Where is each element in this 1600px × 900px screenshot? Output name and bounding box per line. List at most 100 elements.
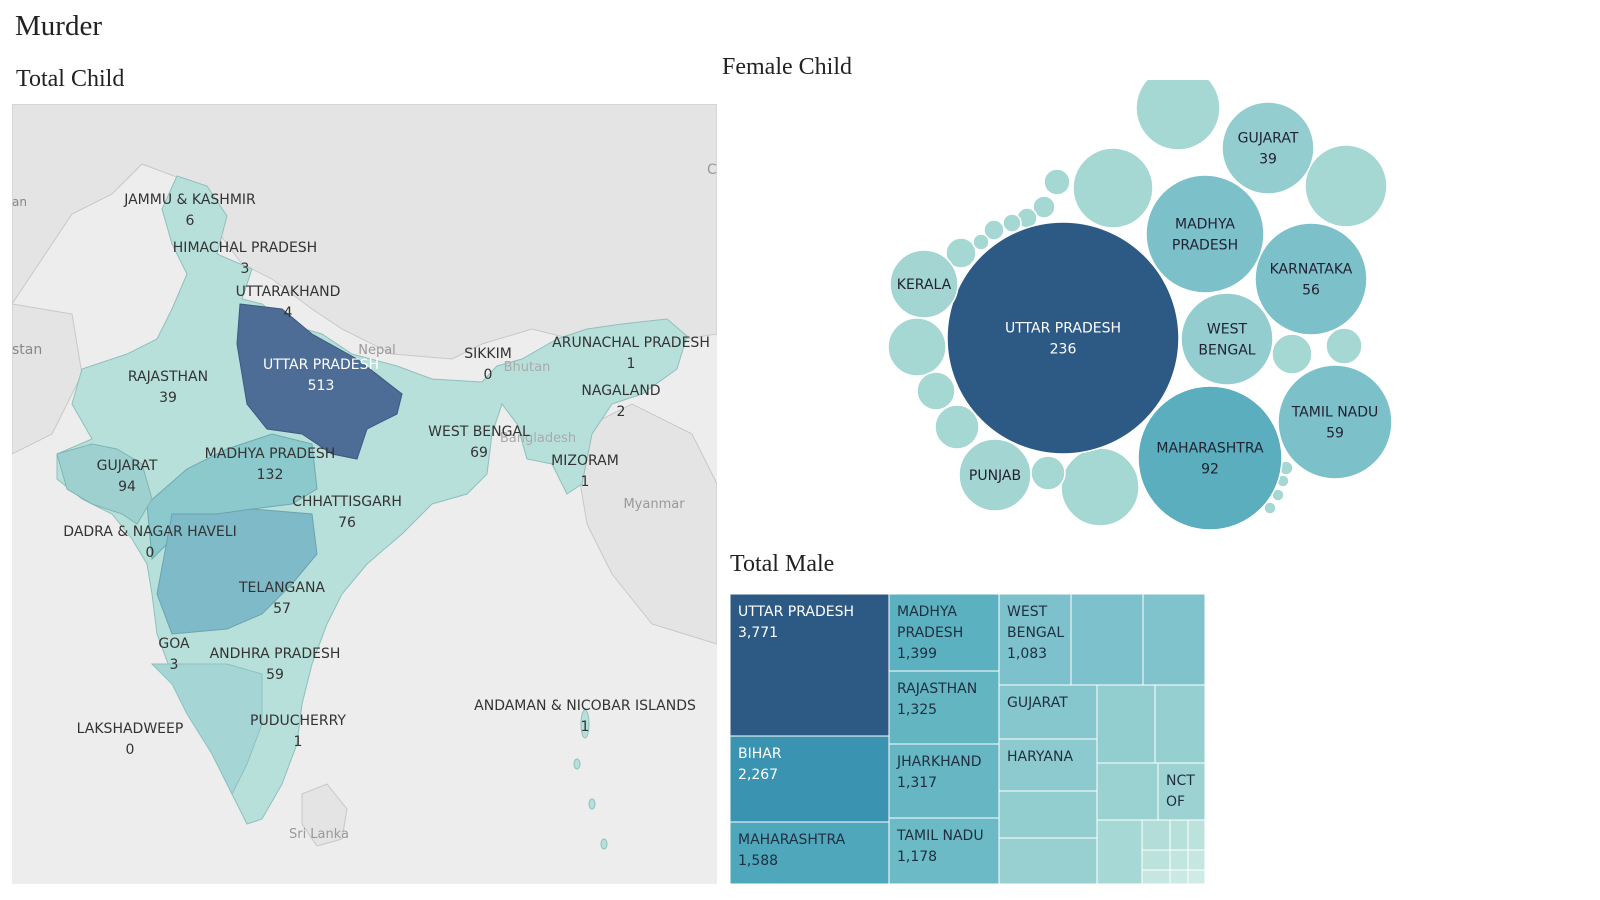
treemap-cell-unlabeled: [1187, 849, 1205, 871]
map-label-uttarakhand: UTTARAKHAND: [236, 284, 341, 300]
treemap-cell-unlabeled: [1187, 869, 1205, 884]
treemap-cell-unlabeled: [1070, 594, 1144, 686]
treemap-value-madhya-pradesh: 1,399: [897, 646, 937, 662]
treemap-label-maharashtra: MAHARASHTRA: [738, 832, 846, 848]
map-value-telangana: 57: [273, 601, 291, 617]
treemap-cell-unlabeled: [1169, 849, 1189, 871]
map-value-west-bengal: 69: [470, 445, 488, 461]
treemap-label-madhya-pradesh: MADHYA: [897, 604, 957, 620]
bubble-value-gujarat: 39: [1259, 152, 1277, 168]
map-value-uttar-pradesh: 513: [308, 378, 335, 394]
nicobar-island-1: [573, 758, 581, 770]
treemap-value-west-bengal: 1,083: [1007, 646, 1047, 662]
india-outline: [56, 175, 688, 825]
treemap-cell-unlabeled: [1142, 594, 1205, 686]
bubble-label-karnataka: KARNATAKA: [1270, 262, 1353, 278]
map-label-andhra-pradesh: ANDHRA PRADESH: [210, 646, 341, 662]
sri-lanka-land: [301, 783, 348, 847]
treemap-cell-unlabeled: [1096, 762, 1159, 821]
treemap-value-tamil-nadu: 1,178: [897, 849, 937, 865]
map-label-lakshadweep: LAKSHADWEEP: [77, 721, 184, 737]
map-value-himachal-pradesh: 3: [241, 261, 250, 277]
treemap-cell-uttar-pradesh: [730, 594, 890, 737]
treemap-label-jharkhand: JHARKHAND: [896, 754, 982, 770]
bubble-karnataka: [1254, 222, 1368, 336]
sri-lanka-label: Sri Lanka: [289, 827, 349, 842]
treemap-label-madhya-pradesh: PRADESH: [897, 625, 963, 641]
bubble-unlabeled: [1072, 147, 1154, 229]
treemap-label-haryana: HARYANA: [1007, 749, 1073, 765]
treemap-label-rajasthan: RAJASTHAN: [897, 681, 977, 697]
map-value-chhattisgarh: 76: [338, 515, 356, 531]
bubble-unlabeled: [1271, 333, 1313, 375]
bubble-west-bengal: [1180, 292, 1274, 386]
uttar-pradesh-region: [236, 303, 403, 460]
map-value-madhya-pradesh: 132: [257, 467, 284, 483]
bubble-label-punjab: PUNJAB: [969, 468, 1021, 484]
female-child-bubble-chart: UTTAR PRADESH 236 MAHARASHTRA 92 TAMIL NADU 5…: [887, 80, 1393, 531]
treemap-cell-unlabeled: [1154, 684, 1205, 764]
treemap-value-jharkhand: 1,317: [897, 775, 937, 791]
treemap-label-bihar: BIHAR: [738, 746, 782, 762]
bubble-label-west-bengal: BENGAL: [1198, 343, 1255, 359]
southern-region: [150, 663, 263, 796]
treemap-cell-unlabeled: [1096, 684, 1156, 764]
bubble-unlabeled: [1032, 195, 1056, 219]
bubble-label-gujarat: GUJARAT: [1238, 131, 1299, 147]
bubble-unlabeled: [1325, 327, 1363, 365]
western-neighbours: [12, 303, 83, 455]
bubble-maharashtra: [1137, 385, 1283, 531]
india-map: Nepal Bhutan Bangladesh Myanmar Sri Lank…: [12, 104, 717, 884]
bubble-tamil-nadu: [1277, 364, 1393, 480]
map-value-lakshadweep: 0: [126, 742, 135, 758]
bubble-label-maharashtra: MAHARASHTRA: [1156, 441, 1264, 457]
treemap-cell-jharkhand: [888, 743, 1000, 819]
bubble-value-tamil-nadu: 59: [1326, 426, 1344, 442]
map-value-arunachal-pradesh: 1: [627, 356, 636, 372]
bubble-unlabeled: [983, 219, 1005, 241]
map-value-gujarat: 94: [118, 479, 136, 495]
bubble-unlabeled: [972, 233, 990, 251]
bubble-unlabeled: [1002, 213, 1022, 233]
stan-label: stan: [12, 342, 42, 358]
bubble-unlabeled: [1304, 144, 1388, 228]
bubble-unlabeled: [1263, 501, 1277, 515]
treemap-cell-gujarat: [998, 684, 1098, 740]
maharashtra-region: [156, 508, 318, 635]
map-value-uttarakhand: 4: [284, 305, 293, 321]
map-value-andhra-pradesh: 59: [266, 667, 284, 683]
map-label-sikkim: SIKKIM: [464, 346, 512, 362]
map-label-telangana: TELANGANA: [238, 580, 325, 596]
treemap-cell-madhya-pradesh: [888, 594, 1000, 672]
gujarat-region: [56, 443, 153, 525]
treemap-value-uttar-pradesh: 3,771: [738, 625, 778, 641]
treemap-value-rajasthan: 1,325: [897, 702, 937, 718]
map-label-jammu-kashmir: JAMMU & KASHMIR: [123, 192, 256, 208]
treemap-cell-west-bengal: [998, 594, 1072, 686]
bubble-label-tamil-nadu: TAMIL NADU: [1291, 405, 1379, 421]
bubble-label-west-bengal: WEST: [1207, 322, 1248, 338]
map-label-puducherry: PUDUCHERRY: [250, 713, 346, 729]
nicobar-island-3: [600, 838, 608, 850]
treemap-cell-haryana: [998, 738, 1098, 792]
treemap-value-maharashtra: 1,588: [738, 853, 778, 869]
treemap-group: UTTAR PRADESH 3,771 BIHAR 2,267 MAHARASHTRA 1…: [730, 594, 1205, 884]
map-label-dadra-nagar-haveli: DADRA & NAGAR HAVELI: [63, 524, 236, 540]
bubble-unlabeled: [945, 237, 977, 269]
page-title: Murder: [15, 10, 102, 42]
total-male-treemap: UTTAR PRADESH 3,771 BIHAR 2,267 MAHARASHTRA 1…: [730, 594, 1205, 884]
bubble-unlabeled: [887, 317, 947, 377]
bubble-label-madhya-pradesh: PRADESH: [1172, 238, 1238, 254]
bangladesh-label: Bangladesh: [500, 431, 576, 446]
treemap-cell-unlabeled: [998, 790, 1098, 839]
map-region-labels: JAMMU & KASHMIR 6 HIMACHAL PRADESH 3 UTTARAK…: [63, 192, 710, 758]
bubbles-group: UTTAR PRADESH 236 MAHARASHTRA 92 TAMIL NADU 5…: [887, 80, 1393, 531]
map-label-andaman-nicobar-islands: ANDAMAN & NICOBAR ISLANDS: [474, 698, 696, 714]
treemap-label-nct-of: OF: [1166, 794, 1185, 810]
map-label-madhya-pradesh: MADHYA PRADESH: [205, 446, 336, 462]
map-value-goa: 3: [170, 657, 179, 673]
map-label-chhattisgarh: CHHATTISGARH: [292, 494, 402, 510]
treemap-cell-bihar: [730, 735, 890, 823]
treemap-cell-tamil-nadu: [888, 817, 1000, 884]
map-value-nagaland: 2: [617, 404, 626, 420]
